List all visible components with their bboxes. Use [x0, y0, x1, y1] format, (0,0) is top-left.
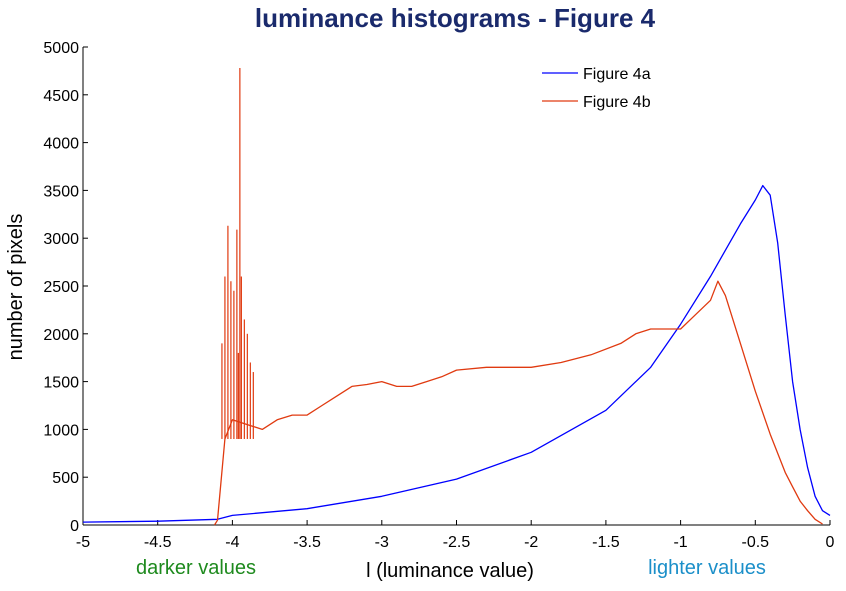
y-tick-label: 1500	[43, 375, 79, 392]
y-tick-label: 1000	[43, 422, 79, 439]
x-tick-label: -0.5	[742, 534, 770, 551]
x-tick-label: -3.5	[293, 534, 321, 551]
tick-labels: -5 -4.5 -4 -3.5 -3 -2.5 -2 -1.5 -1 -0.5 0 0 500 1000 1…	[43, 40, 834, 551]
x-tick-label: -3	[375, 534, 389, 551]
x-tick-label: -2.5	[443, 534, 471, 551]
lighter-values-annotation: lighter values	[648, 557, 766, 579]
y-tick-label: 500	[52, 470, 79, 487]
series-layer	[82, 68, 831, 526]
y-tick-label: 3500	[43, 183, 79, 200]
x-axis-label: l (luminance value)	[366, 560, 534, 582]
x-tick-label: -1.5	[592, 534, 620, 551]
x-tick-label: -5	[76, 534, 90, 551]
x-tick-label: -2	[524, 534, 538, 551]
series-line-figure-4b	[213, 280, 823, 526]
series-line-figure-4a	[82, 184, 831, 523]
legend: Figure 4a Figure 4b	[542, 66, 651, 111]
y-tick-label: 5000	[43, 40, 79, 57]
axes	[82, 46, 831, 526]
y-axis-label: number of pixels	[5, 214, 27, 361]
y-tick-label: 4500	[43, 88, 79, 105]
y-tick-label: 0	[70, 518, 79, 535]
x-tick-label: -4.5	[144, 534, 172, 551]
legend-label-figure-4b: Figure 4b	[583, 94, 651, 111]
x-tick-label: 0	[826, 534, 835, 551]
legend-label-figure-4a: Figure 4a	[583, 66, 651, 83]
y-tick-label: 2000	[43, 327, 79, 344]
x-tick-label: -1	[673, 534, 687, 551]
chart-title: luminance histograms - Figure 4	[255, 3, 656, 33]
y-tick-label: 4000	[43, 136, 79, 153]
y-tick-label: 3000	[43, 231, 79, 248]
x-tick-label: -4	[225, 534, 239, 551]
darker-values-annotation: darker values	[136, 557, 256, 579]
y-tick-label: 2500	[43, 279, 79, 296]
